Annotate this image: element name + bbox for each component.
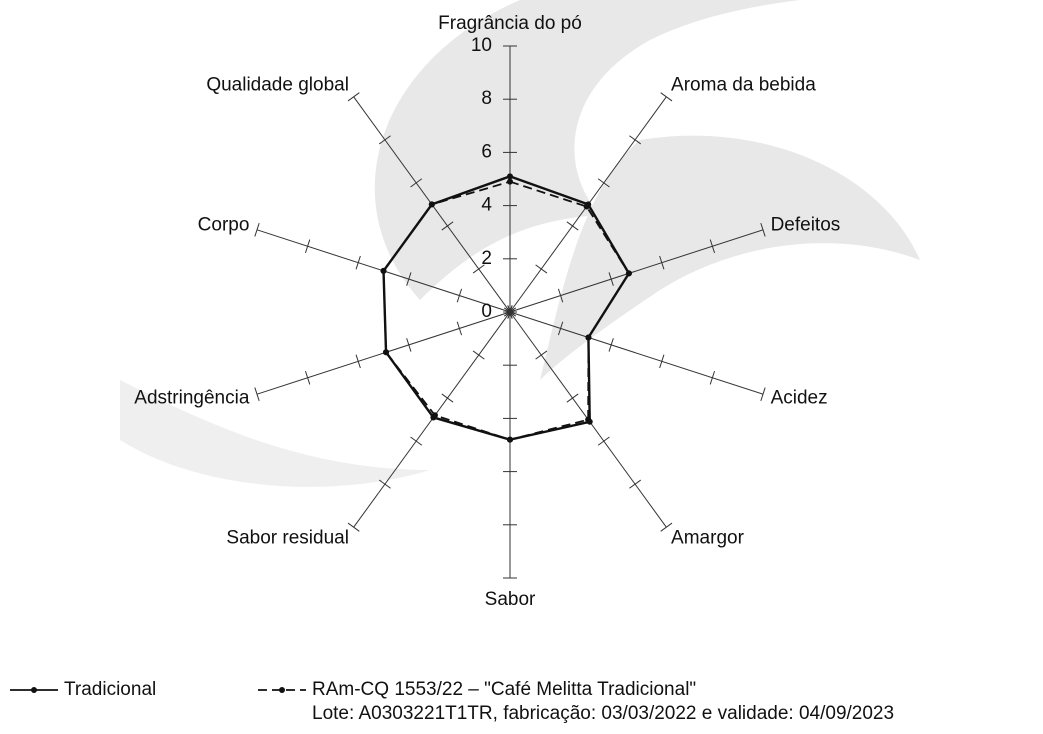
legend-marker [279,687,285,693]
watermark [120,0,920,487]
tick-mark [536,265,547,273]
tick-mark [348,523,359,531]
tick-mark [629,136,640,144]
r-tick-label: 0 [481,301,492,322]
axis-label: Corpo [198,214,250,235]
tick-mark [473,351,484,359]
axis-label: Qualidade global [206,74,349,95]
series-point [585,417,591,423]
axis-label: Defeitos [771,214,841,235]
series-point [429,201,435,207]
legend-label: RAm-CQ 1553/22 – "Café Melitta Tradicion… [312,679,696,700]
legend-label: Tradicional [64,679,156,700]
series-point [626,270,632,276]
axis-label: Sabor residual [226,528,349,549]
series-point [507,179,513,185]
series-point [383,349,389,355]
r-tick-label: 6 [481,141,492,162]
series-point [584,204,590,210]
series-point [585,334,591,340]
tick-mark [442,394,453,402]
tick-mark [598,437,609,445]
tick-mark [567,222,578,230]
axis-label: Amargor [671,528,745,549]
chart: Fragrância do pó Aroma da bebida Defeitos A… [0,0,1043,734]
tick-mark [411,437,422,445]
axis-label: Sabor [485,589,536,610]
axis-label: Adstringência [134,388,250,409]
tick-mark [629,480,640,488]
tick-mark [536,351,547,359]
axis-label: Fragrância do pó [438,13,582,34]
series-point [507,437,513,443]
tick-mark [348,93,359,101]
r-tick-label: 8 [481,88,492,109]
legend-note: Lote: A0303221T1TR, fabricação: 03/03/20… [312,703,894,724]
axis-label: Acidez [771,388,828,409]
series-point [507,173,513,179]
series-point [381,268,387,274]
legend-marker [31,687,37,693]
tick-mark [567,394,578,402]
series-point [432,412,438,418]
r-tick-label: 2 [481,248,492,269]
r-tick-label: 10 [471,35,492,56]
r-tick-label: 4 [481,195,492,216]
tick-mark [379,480,390,488]
axis-label: Aroma da bebida [671,74,816,95]
